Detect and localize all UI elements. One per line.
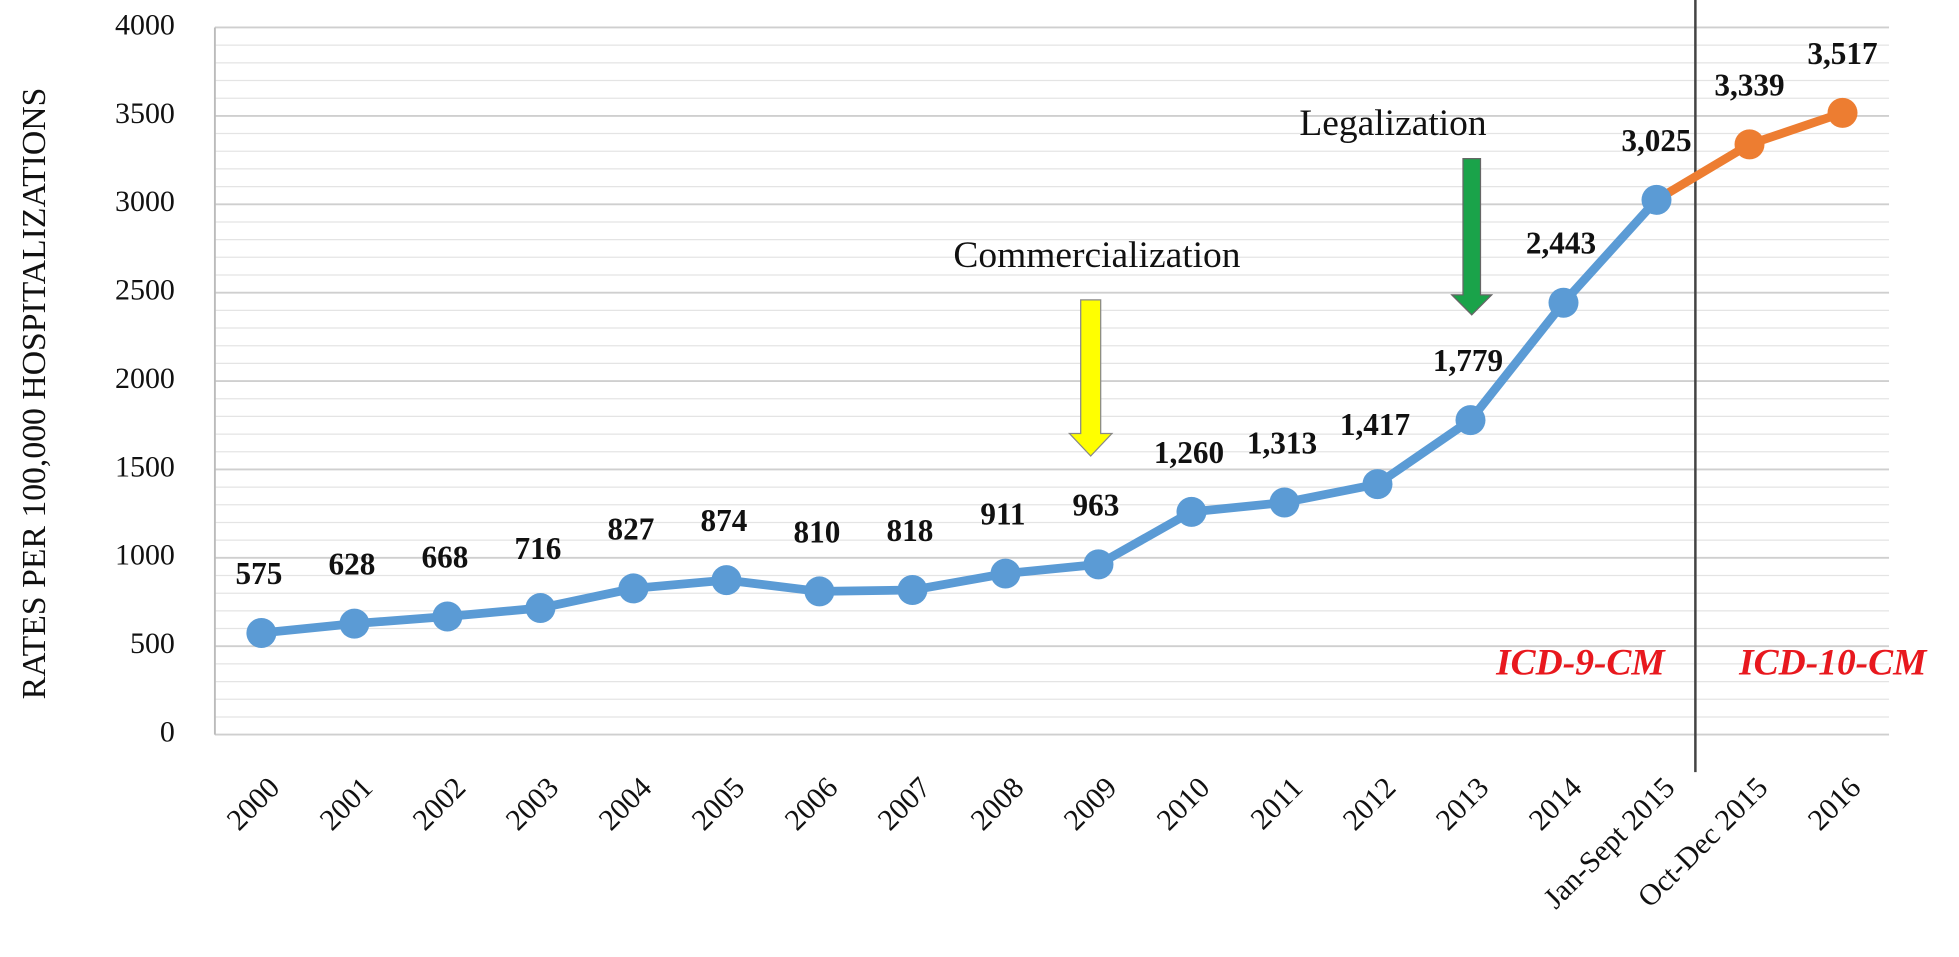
point: [1548, 287, 1579, 318]
point: [711, 565, 742, 596]
annotation: ICD-10-CM: [1738, 642, 1928, 683]
annotation: ICD-9-CM: [1495, 642, 1666, 683]
y-tick-label: 3500: [115, 97, 175, 130]
y-tick-label: 2000: [115, 362, 175, 395]
x-tick-label: 2003: [500, 771, 566, 837]
point: [1176, 496, 1207, 527]
point: [1641, 184, 1672, 215]
arrow: [1450, 158, 1494, 316]
x-tick-label: 2014: [1523, 771, 1589, 837]
y-tick-label: 500: [130, 627, 175, 660]
data-label: 827: [608, 511, 655, 546]
series-line: [260, 196, 1660, 638]
data-label: 3,025: [1621, 123, 1691, 158]
point: [1827, 97, 1858, 128]
x-tick-label: 2002: [407, 771, 473, 837]
y-tick-label: 0: [160, 715, 175, 748]
point: [897, 575, 928, 606]
x-tick-label: 2006: [779, 771, 845, 837]
data-label: 575: [235, 556, 282, 591]
point: [1455, 405, 1486, 436]
data-label: 810: [794, 514, 841, 549]
point: [246, 617, 277, 648]
y-tick-label: 1000: [115, 539, 175, 572]
x-tick-label: 2009: [1058, 771, 1124, 837]
data-label: 716: [515, 531, 562, 566]
arrow: [1068, 299, 1114, 457]
data-label: 911: [980, 497, 1025, 532]
y-tick-label: 1500: [115, 450, 175, 483]
point: [1083, 549, 1114, 580]
data-label: 1,313: [1247, 425, 1317, 460]
y-tick-label: 4000: [115, 8, 175, 41]
data-label: 628: [328, 547, 375, 582]
annotation: Legalization: [1299, 103, 1487, 144]
data-label: 3,339: [1714, 67, 1784, 102]
x-tick-label: 2013: [1430, 771, 1496, 837]
data-label: 3,517: [1807, 36, 1877, 71]
data-label: 1,260: [1154, 435, 1224, 470]
point: [525, 593, 556, 624]
data-label: 668: [422, 539, 469, 574]
data-label: 1,417: [1340, 407, 1410, 442]
point: [339, 608, 370, 639]
point: [804, 576, 835, 607]
data-label: 2,443: [1526, 226, 1596, 261]
point: [432, 601, 463, 632]
data-label: 818: [887, 513, 934, 548]
point: [1362, 469, 1393, 500]
x-tick-label: 2000: [220, 771, 286, 837]
data-label: 1,779: [1433, 343, 1503, 378]
x-tick-label: 2001: [313, 771, 379, 837]
x-tick-label: 2008: [965, 771, 1031, 837]
y-tick-label: 2500: [115, 274, 175, 307]
point: [1734, 129, 1765, 160]
point: [990, 558, 1021, 589]
x-tick-label: 2005: [686, 771, 752, 837]
x-tick-label: 2016: [1802, 771, 1868, 837]
point: [618, 573, 649, 604]
point: [1269, 487, 1300, 518]
annotation: Commercialization: [953, 235, 1240, 276]
x-tick-label: 2012: [1337, 771, 1403, 837]
x-tick-label: 2010: [1151, 771, 1217, 837]
y-tick-label: 3000: [115, 185, 175, 218]
data-label: 963: [1073, 487, 1120, 522]
x-tick-label: 2004: [593, 771, 659, 837]
x-tick-label: 2011: [1244, 771, 1309, 836]
x-tick-label: 2007: [872, 771, 938, 837]
y-axis-label: RATES PER 100,000 HOSPITALIZATIONS: [16, 88, 53, 700]
data-label: 874: [701, 503, 748, 538]
